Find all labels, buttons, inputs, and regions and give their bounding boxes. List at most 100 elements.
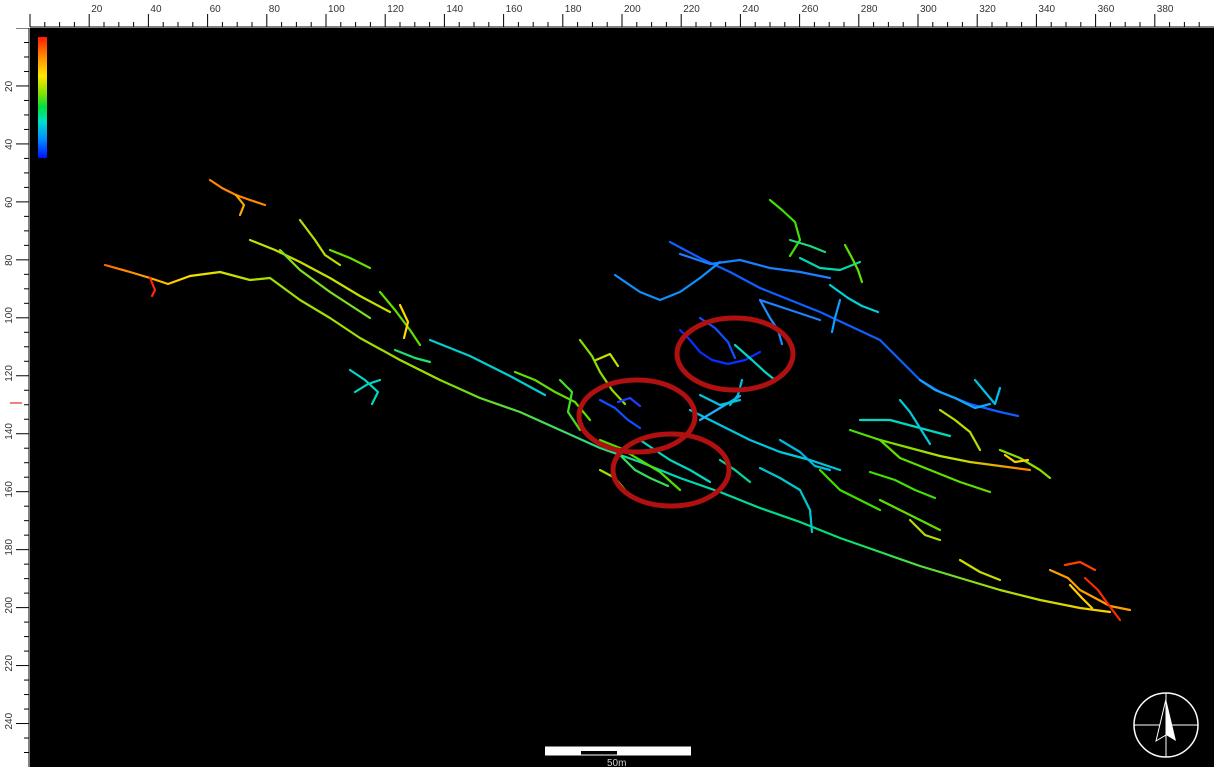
cave-passage xyxy=(598,438,682,492)
cave-passage xyxy=(798,256,862,272)
ruler-y-tick-label: 220 xyxy=(4,654,15,671)
horizontal-ruler: 20 40 60 80 100 120 140 160 180 200 220 240 260 280 30… xyxy=(0,0,1214,28)
cave-passage xyxy=(898,398,932,446)
cave-passage xyxy=(393,348,432,364)
cave-passage xyxy=(778,438,832,472)
cave-passage xyxy=(578,338,627,406)
cave-passage xyxy=(788,238,827,254)
cave-passage xyxy=(378,290,422,347)
cave-passage xyxy=(758,298,822,322)
ruler-x-tick-label: 180 xyxy=(565,4,582,15)
highlight-circle xyxy=(610,431,732,509)
cave-passage xyxy=(616,396,642,408)
cave-passage xyxy=(234,193,246,217)
cave-passage xyxy=(958,558,1002,582)
cave-passage xyxy=(678,252,832,280)
cave-passage xyxy=(353,378,382,394)
ruler-x-tick-label: 360 xyxy=(1098,4,1115,15)
cave-passage xyxy=(298,218,342,267)
cave-passage xyxy=(688,408,842,472)
cave-passage xyxy=(348,368,380,406)
ruler-x-tick-label: 340 xyxy=(1038,4,1055,15)
cave-passage xyxy=(148,276,157,298)
cave-passage xyxy=(908,518,942,542)
map-canvas[interactable]: 50m xyxy=(30,28,1214,767)
cave-passage xyxy=(878,438,992,494)
scale-bar-label: 50m xyxy=(607,758,627,767)
scale-bar xyxy=(544,744,692,756)
highlight-circle xyxy=(674,315,796,393)
ruler-x-tick-label: 280 xyxy=(861,4,878,15)
ruler-x-tick-label: 60 xyxy=(210,4,222,15)
ruler-y-tick-label: 20 xyxy=(4,80,15,92)
ruler-y-tick-label: 240 xyxy=(4,712,15,729)
cave-passage xyxy=(248,238,392,314)
cave-passage xyxy=(278,248,372,320)
ruler-x-tick-label: 20 xyxy=(91,4,103,15)
cave-passage xyxy=(973,378,1002,406)
ruler-x-tick-label: 260 xyxy=(802,4,819,15)
cave-passage xyxy=(1048,568,1132,612)
ruler-y-tick-label: 60 xyxy=(4,196,15,208)
cave-passage xyxy=(938,408,982,452)
cave-passage xyxy=(438,378,1112,614)
cave-passage xyxy=(598,398,642,430)
ruler-y-tick-label: 160 xyxy=(4,481,15,498)
ruler-x-tick-label: 220 xyxy=(683,4,700,15)
ruler-y-tick-label: 140 xyxy=(4,423,15,440)
cave-passage xyxy=(998,448,1052,480)
cave-passage xyxy=(678,328,762,366)
highlight-circle xyxy=(576,377,698,455)
ruler-x-tick-label: 200 xyxy=(624,4,641,15)
cave-passage xyxy=(718,458,752,484)
cave-passage xyxy=(328,248,372,270)
cave-passage xyxy=(830,298,842,334)
cave-passage xyxy=(758,466,814,534)
ruler-y-tick-label: 120 xyxy=(4,365,15,382)
north-arrow-icon xyxy=(1132,691,1200,759)
cave-passage xyxy=(268,276,442,382)
ruler-y-tick-label: 40 xyxy=(4,138,15,150)
vertical-ruler: 20 40 60 80 100 120 140 160 180 200 220 240 xyxy=(0,28,30,767)
ruler-y-tick-label: 100 xyxy=(4,307,15,324)
ruler-x-tick-label: 80 xyxy=(269,4,281,15)
depth-color-legend xyxy=(38,37,47,158)
ruler-x-tick-label: 100 xyxy=(328,4,345,15)
ruler-x-tick-label: 300 xyxy=(920,4,937,15)
ruler-y-tick-label: 200 xyxy=(4,596,15,613)
ruler-x-tick-label: 160 xyxy=(506,4,523,15)
cave-passage xyxy=(208,178,267,207)
cave-passage xyxy=(858,418,952,438)
cave-passage xyxy=(728,378,744,407)
ruler-x-tick-label: 320 xyxy=(979,4,996,15)
cave-passage xyxy=(1068,583,1094,610)
cave-passage xyxy=(878,498,942,532)
cave-passage xyxy=(843,243,864,284)
cave-passage xyxy=(733,343,777,382)
cave-passage xyxy=(868,470,937,500)
cave-passage xyxy=(1063,560,1097,572)
cave-passage xyxy=(613,260,722,302)
cave-passage xyxy=(758,298,784,346)
cave-passage xyxy=(768,198,802,258)
cave-passage xyxy=(594,352,620,368)
cave-passage xyxy=(398,303,410,340)
cave-passage xyxy=(428,338,547,397)
cave-passage xyxy=(848,428,1032,472)
cave-passage xyxy=(828,283,880,314)
cave-survey-plot xyxy=(103,178,1132,622)
cave-passage xyxy=(103,263,272,286)
cave-passage xyxy=(1083,576,1122,622)
cave-passage xyxy=(618,453,670,488)
ruler-x-tick-label: 120 xyxy=(387,4,404,15)
cave-passage xyxy=(558,378,582,432)
cave-passage xyxy=(918,378,992,410)
ruler-x-tick-label: 240 xyxy=(742,4,759,15)
ruler-x-tick-label: 380 xyxy=(1157,4,1174,15)
ruler-y-tick-label: 180 xyxy=(4,539,15,556)
ruler-x-tick-label: 40 xyxy=(150,4,162,15)
ruler-x-tick-label: 140 xyxy=(446,4,463,15)
cave-passage xyxy=(818,468,882,512)
cave-passage xyxy=(1003,453,1030,464)
